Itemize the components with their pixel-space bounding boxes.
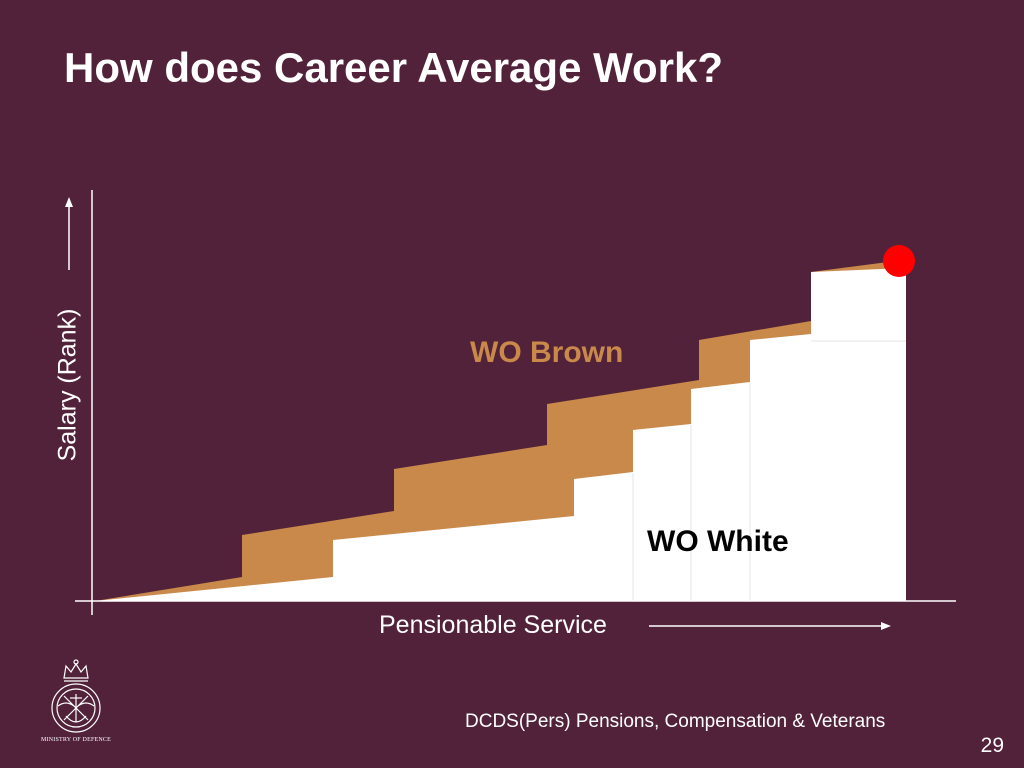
wo-white-area	[95, 268, 906, 601]
x-axis-label: Pensionable Service	[379, 611, 607, 639]
mod-crest-logo	[51, 659, 101, 733]
footer-text: DCDS(Pers) Pensions, Compensation & Vete…	[465, 711, 886, 732]
wo-brown-label: WO Brown	[470, 336, 624, 369]
y-axis-label: Salary (Rank)	[53, 308, 82, 462]
white-step-dividers	[632, 340, 906, 601]
page-number: 29	[980, 734, 1004, 757]
end-marker	[883, 245, 915, 277]
wo-white-label: WO White	[647, 525, 789, 558]
y-arrow	[65, 197, 73, 270]
x-arrow	[649, 622, 891, 630]
slide-title: How does Career Average Work?	[64, 44, 723, 91]
logo-text: MINISTRY OF DEFENCE	[41, 737, 111, 743]
